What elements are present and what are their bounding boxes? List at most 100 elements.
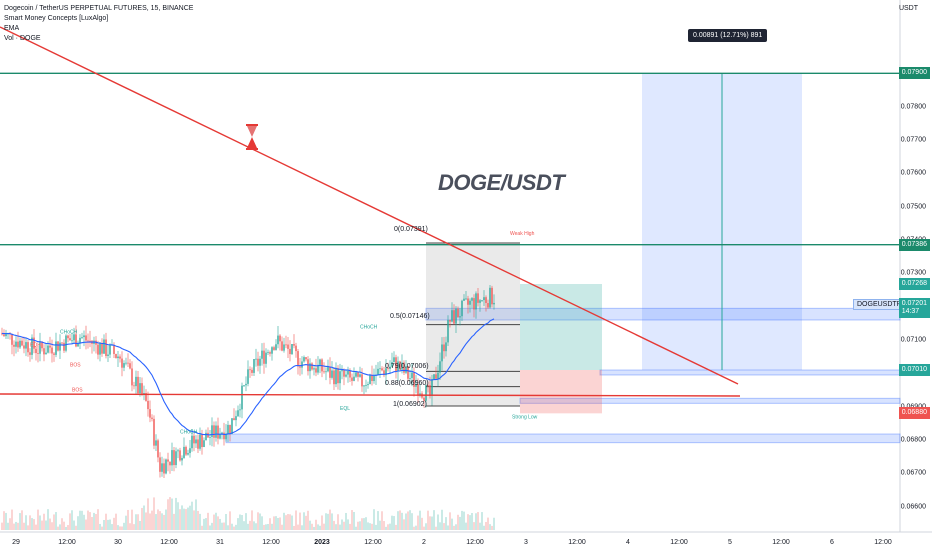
candle-body <box>377 368 379 375</box>
volume-bar <box>221 522 223 530</box>
volume-bar <box>409 510 411 530</box>
candle-body <box>219 434 221 439</box>
volume-bar <box>219 518 221 530</box>
volume-bar <box>237 518 239 530</box>
candle-body <box>117 356 119 359</box>
candle-body <box>161 463 163 472</box>
volume-bar <box>165 509 167 530</box>
candle-body <box>463 298 465 301</box>
volume-bar <box>229 511 231 530</box>
volume-bar <box>407 511 409 530</box>
volume-bar <box>323 523 325 530</box>
candle-body <box>125 362 127 364</box>
volume-bar <box>439 522 441 530</box>
price-tick-label: 0.06800 <box>900 436 926 444</box>
candle-body <box>277 335 279 345</box>
smc-labels: CHoCH BOS EQH CHoCH BOS EQL Weak High Strong Lo… <box>30 231 538 435</box>
candle-body <box>23 345 25 349</box>
volume-bar <box>89 512 91 530</box>
price-badge: 0.07010 <box>898 364 930 376</box>
volume-bar <box>141 507 143 530</box>
volume-bar <box>243 521 245 530</box>
volume-bar <box>279 517 281 530</box>
candle-body <box>281 341 283 351</box>
volume-bar <box>131 509 133 530</box>
order-block-zone <box>519 397 901 404</box>
time-tick-label: 2023 <box>314 539 330 546</box>
volume-bar <box>7 522 9 530</box>
indicator-volume[interactable]: Vol · DOGE <box>4 35 41 42</box>
time-tick-label: 12:00 <box>262 539 280 546</box>
candle-body <box>333 370 335 385</box>
volume-bar <box>29 515 31 530</box>
candle-body <box>41 341 43 349</box>
indicator-ema[interactable]: EMA <box>4 25 20 32</box>
hourglass-icon <box>246 124 258 150</box>
volume-bar <box>125 515 127 530</box>
volume-bar <box>469 515 471 530</box>
volume-bar <box>15 521 17 530</box>
volume-bar <box>263 524 265 530</box>
volume-bar <box>477 512 479 530</box>
candle-body <box>85 335 87 341</box>
candle-body <box>465 298 467 300</box>
candle-body <box>73 334 75 341</box>
candle-body <box>217 425 219 439</box>
time-tick-label: 12:00 <box>772 539 790 546</box>
candle-body <box>331 370 333 378</box>
candle-body <box>75 334 77 347</box>
candle-body <box>243 385 245 387</box>
volume-bar <box>163 514 165 530</box>
candle-body <box>471 298 473 301</box>
candle-body <box>271 347 273 354</box>
candle-body <box>145 393 147 401</box>
candle-body <box>67 335 69 339</box>
price-tick-label: 0.06600 <box>900 503 926 511</box>
volume-bar <box>35 524 37 530</box>
candle-body <box>225 433 227 440</box>
volume-bar <box>451 518 453 530</box>
volume-bar <box>457 514 459 530</box>
candle-body <box>437 372 439 379</box>
volume-bar <box>465 522 467 530</box>
volume-bar <box>443 523 445 530</box>
candle-body <box>425 385 427 401</box>
volume-bar <box>301 525 303 530</box>
candle-body <box>423 397 425 401</box>
indicator-smc[interactable]: Smart Money Concepts [LuxAlgo] <box>4 15 109 22</box>
volume-bar <box>113 517 115 530</box>
volume-bar <box>385 526 387 530</box>
time-tick-label: 12:00 <box>670 539 688 546</box>
candle-body <box>467 298 469 305</box>
volume-bar <box>21 510 23 530</box>
volume-bar <box>293 525 295 530</box>
volume-bar <box>93 512 95 530</box>
volume-bar <box>215 512 217 530</box>
candle-body <box>165 459 167 474</box>
candle-body <box>393 357 395 363</box>
candle-body <box>301 361 303 368</box>
volume-bar <box>73 520 75 530</box>
candle-body <box>61 342 63 344</box>
candle-body <box>209 436 211 438</box>
volume-bar <box>179 509 181 530</box>
volume-bar <box>277 517 279 530</box>
candle-body <box>157 440 159 458</box>
candle-body <box>121 358 123 368</box>
volume-bar <box>313 526 315 530</box>
candle-body <box>189 448 191 454</box>
volume-bar <box>425 523 427 530</box>
volume-bar <box>121 526 123 530</box>
candle-body <box>163 463 165 474</box>
candle-body <box>201 434 203 448</box>
fib-label-088: 0.88(0.06960) <box>385 380 429 387</box>
candle-body <box>39 341 41 354</box>
time-tick-label: 12:00 <box>364 539 382 546</box>
volume-bar <box>351 510 353 530</box>
candle-body <box>409 378 411 379</box>
candle-body <box>293 344 295 346</box>
candle-body <box>107 354 109 356</box>
candle-body <box>285 344 287 346</box>
volume-bar <box>43 513 45 530</box>
